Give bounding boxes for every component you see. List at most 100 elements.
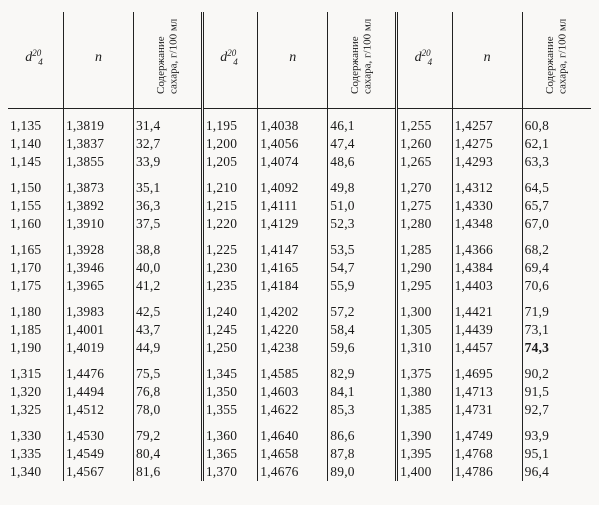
table-cell: 85,3 [328, 401, 397, 419]
table-cell: 1,260 [397, 135, 452, 153]
table-cell: 1,190 [8, 339, 63, 357]
table-cell: 73,1 [522, 321, 591, 339]
table-cell: 91,5 [522, 383, 591, 401]
col-header-d-1: d204 [8, 12, 63, 108]
table-cell: 1,355 [202, 401, 257, 419]
table-cell: 1,170 [8, 259, 63, 277]
table-cell: 1,240 [202, 295, 257, 321]
table-cell: 1,3965 [63, 277, 133, 295]
table-cell: 80,4 [133, 445, 202, 463]
table-row: 1,1801,398342,51,2401,420257,21,3001,442… [8, 295, 591, 321]
table-cell: 1,350 [202, 383, 257, 401]
table-cell: 74,3 [522, 339, 591, 357]
table-cell: 1,3855 [63, 153, 133, 171]
table-cell: 1,4713 [452, 383, 522, 401]
table-cell: 1,210 [202, 171, 257, 197]
table-cell: 1,315 [8, 357, 63, 383]
table-cell: 1,310 [397, 339, 452, 357]
table-cell: 1,160 [8, 215, 63, 233]
table-cell: 1,220 [202, 215, 257, 233]
table-cell: 1,4184 [258, 277, 328, 295]
table-cell: 1,155 [8, 197, 63, 215]
table-cell: 1,295 [397, 277, 452, 295]
table-cell: 35,1 [133, 171, 202, 197]
table-cell: 1,175 [8, 277, 63, 295]
col-header-sugar-2: Содержание сахара, г/100 мл [328, 12, 397, 108]
table-row: 1,1451,385533,91,2051,407448,61,2651,429… [8, 153, 591, 171]
table-cell: 1,4749 [452, 419, 522, 445]
table-cell: 1,200 [202, 135, 257, 153]
table-cell: 1,325 [8, 401, 63, 419]
table-cell: 1,195 [202, 108, 257, 135]
table-cell: 1,285 [397, 233, 452, 259]
table-cell: 68,2 [522, 233, 591, 259]
table-cell: 92,7 [522, 401, 591, 419]
table-cell: 1,4129 [258, 215, 328, 233]
table-row: 1,1651,392838,81,2251,414753,51,2851,436… [8, 233, 591, 259]
table-cell: 69,4 [522, 259, 591, 277]
table-cell: 1,4384 [452, 259, 522, 277]
table-cell: 1,4731 [452, 401, 522, 419]
table-cell: 1,4768 [452, 445, 522, 463]
table-cell: 1,4074 [258, 153, 328, 171]
table-cell: 1,4111 [258, 197, 328, 215]
table-cell: 1,4238 [258, 339, 328, 357]
table-cell: 58,4 [328, 321, 397, 339]
table-cell: 82,9 [328, 357, 397, 383]
table-cell: 1,4549 [63, 445, 133, 463]
table-cell: 1,4312 [452, 171, 522, 197]
table-cell: 47,4 [328, 135, 397, 153]
table-cell: 1,385 [397, 401, 452, 419]
table-cell: 1,335 [8, 445, 63, 463]
table-cell: 1,400 [397, 463, 452, 481]
table-cell: 75,5 [133, 357, 202, 383]
table-cell: 1,4147 [258, 233, 328, 259]
table-cell: 1,4330 [452, 197, 522, 215]
col-header-d-2: d204 [202, 12, 257, 108]
table-cell: 1,230 [202, 259, 257, 277]
table-cell: 1,265 [397, 153, 452, 171]
table-row: 1,1351,381931,41,1951,403846,11,2551,425… [8, 108, 591, 135]
table-cell: 1,4257 [452, 108, 522, 135]
table-cell: 1,375 [397, 357, 452, 383]
table-cell: 1,165 [8, 233, 63, 259]
table-cell: 1,270 [397, 171, 452, 197]
table-cell: 1,280 [397, 215, 452, 233]
table-cell: 1,390 [397, 419, 452, 445]
table-cell: 1,250 [202, 339, 257, 357]
table-cell: 1,340 [8, 463, 63, 481]
table-cell: 65,7 [522, 197, 591, 215]
table-cell: 1,360 [202, 419, 257, 445]
table-cell: 59,6 [328, 339, 397, 357]
table-cell: 1,4366 [452, 233, 522, 259]
table-row: 1,3401,456781,61,3701,467689,01,4001,478… [8, 463, 591, 481]
table-cell: 1,305 [397, 321, 452, 339]
table-cell: 1,330 [8, 419, 63, 445]
table-cell: 1,4457 [452, 339, 522, 357]
col-header-d-3: d204 [397, 12, 452, 108]
table-cell: 1,4512 [63, 401, 133, 419]
table-cell: 48,6 [328, 153, 397, 171]
table-row: 1,3201,449476,81,3501,460384,11,3801,471… [8, 383, 591, 401]
table-row: 1,1851,400143,71,2451,422058,41,3051,443… [8, 321, 591, 339]
table-cell: 90,2 [522, 357, 591, 383]
table-row: 1,1901,401944,91,2501,423859,61,3101,445… [8, 339, 591, 357]
table-cell: 51,0 [328, 197, 397, 215]
table-row: 1,1551,389236,31,2151,411151,01,2751,433… [8, 197, 591, 215]
table-cell: 1,4640 [258, 419, 328, 445]
table-cell: 1,4092 [258, 171, 328, 197]
table-cell: 38,8 [133, 233, 202, 259]
table-row: 1,1501,387335,11,2101,409249,81,2701,431… [8, 171, 591, 197]
table-cell: 1,135 [8, 108, 63, 135]
table-cell: 1,3819 [63, 108, 133, 135]
table-cell: 1,4786 [452, 463, 522, 481]
table-cell: 1,4165 [258, 259, 328, 277]
table-cell: 1,235 [202, 277, 257, 295]
table-row: 1,3251,451278,01,3551,462285,31,3851,473… [8, 401, 591, 419]
table-cell: 1,4348 [452, 215, 522, 233]
table-cell: 1,380 [397, 383, 452, 401]
table-cell: 1,205 [202, 153, 257, 171]
table-cell: 71,9 [522, 295, 591, 321]
table-cell: 1,4403 [452, 277, 522, 295]
table-cell: 1,275 [397, 197, 452, 215]
